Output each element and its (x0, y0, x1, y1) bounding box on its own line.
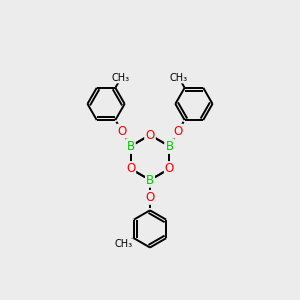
Text: O: O (126, 162, 135, 175)
Text: B: B (146, 173, 154, 187)
Text: B: B (127, 140, 135, 153)
Text: O: O (174, 125, 183, 138)
Text: O: O (146, 191, 154, 204)
Text: O: O (165, 162, 174, 175)
Text: CH₃: CH₃ (112, 73, 130, 83)
Text: CH₃: CH₃ (115, 239, 133, 249)
Text: O: O (165, 162, 174, 175)
Text: CH₃: CH₃ (170, 73, 188, 83)
Text: O: O (117, 125, 126, 138)
Text: B: B (127, 140, 135, 153)
Text: B: B (165, 140, 173, 153)
Text: B: B (146, 173, 154, 187)
Text: O: O (146, 128, 154, 142)
Text: O: O (146, 128, 154, 142)
Text: O: O (126, 162, 135, 175)
Text: B: B (165, 140, 173, 153)
